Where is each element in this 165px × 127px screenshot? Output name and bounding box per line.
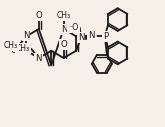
Text: CH₃: CH₃ (16, 44, 30, 53)
Text: N: N (35, 54, 42, 63)
Text: O: O (35, 11, 42, 20)
Text: O: O (60, 40, 67, 49)
Text: N: N (88, 31, 94, 40)
Text: CH₃: CH₃ (3, 41, 17, 50)
Text: P: P (103, 32, 108, 41)
Text: ⁻O: ⁻O (68, 23, 79, 32)
Text: O: O (89, 32, 96, 41)
Text: N: N (23, 31, 29, 40)
Text: N: N (61, 25, 67, 34)
Text: O: O (10, 46, 17, 55)
Text: N: N (78, 33, 84, 42)
Text: CH₃: CH₃ (57, 11, 71, 20)
